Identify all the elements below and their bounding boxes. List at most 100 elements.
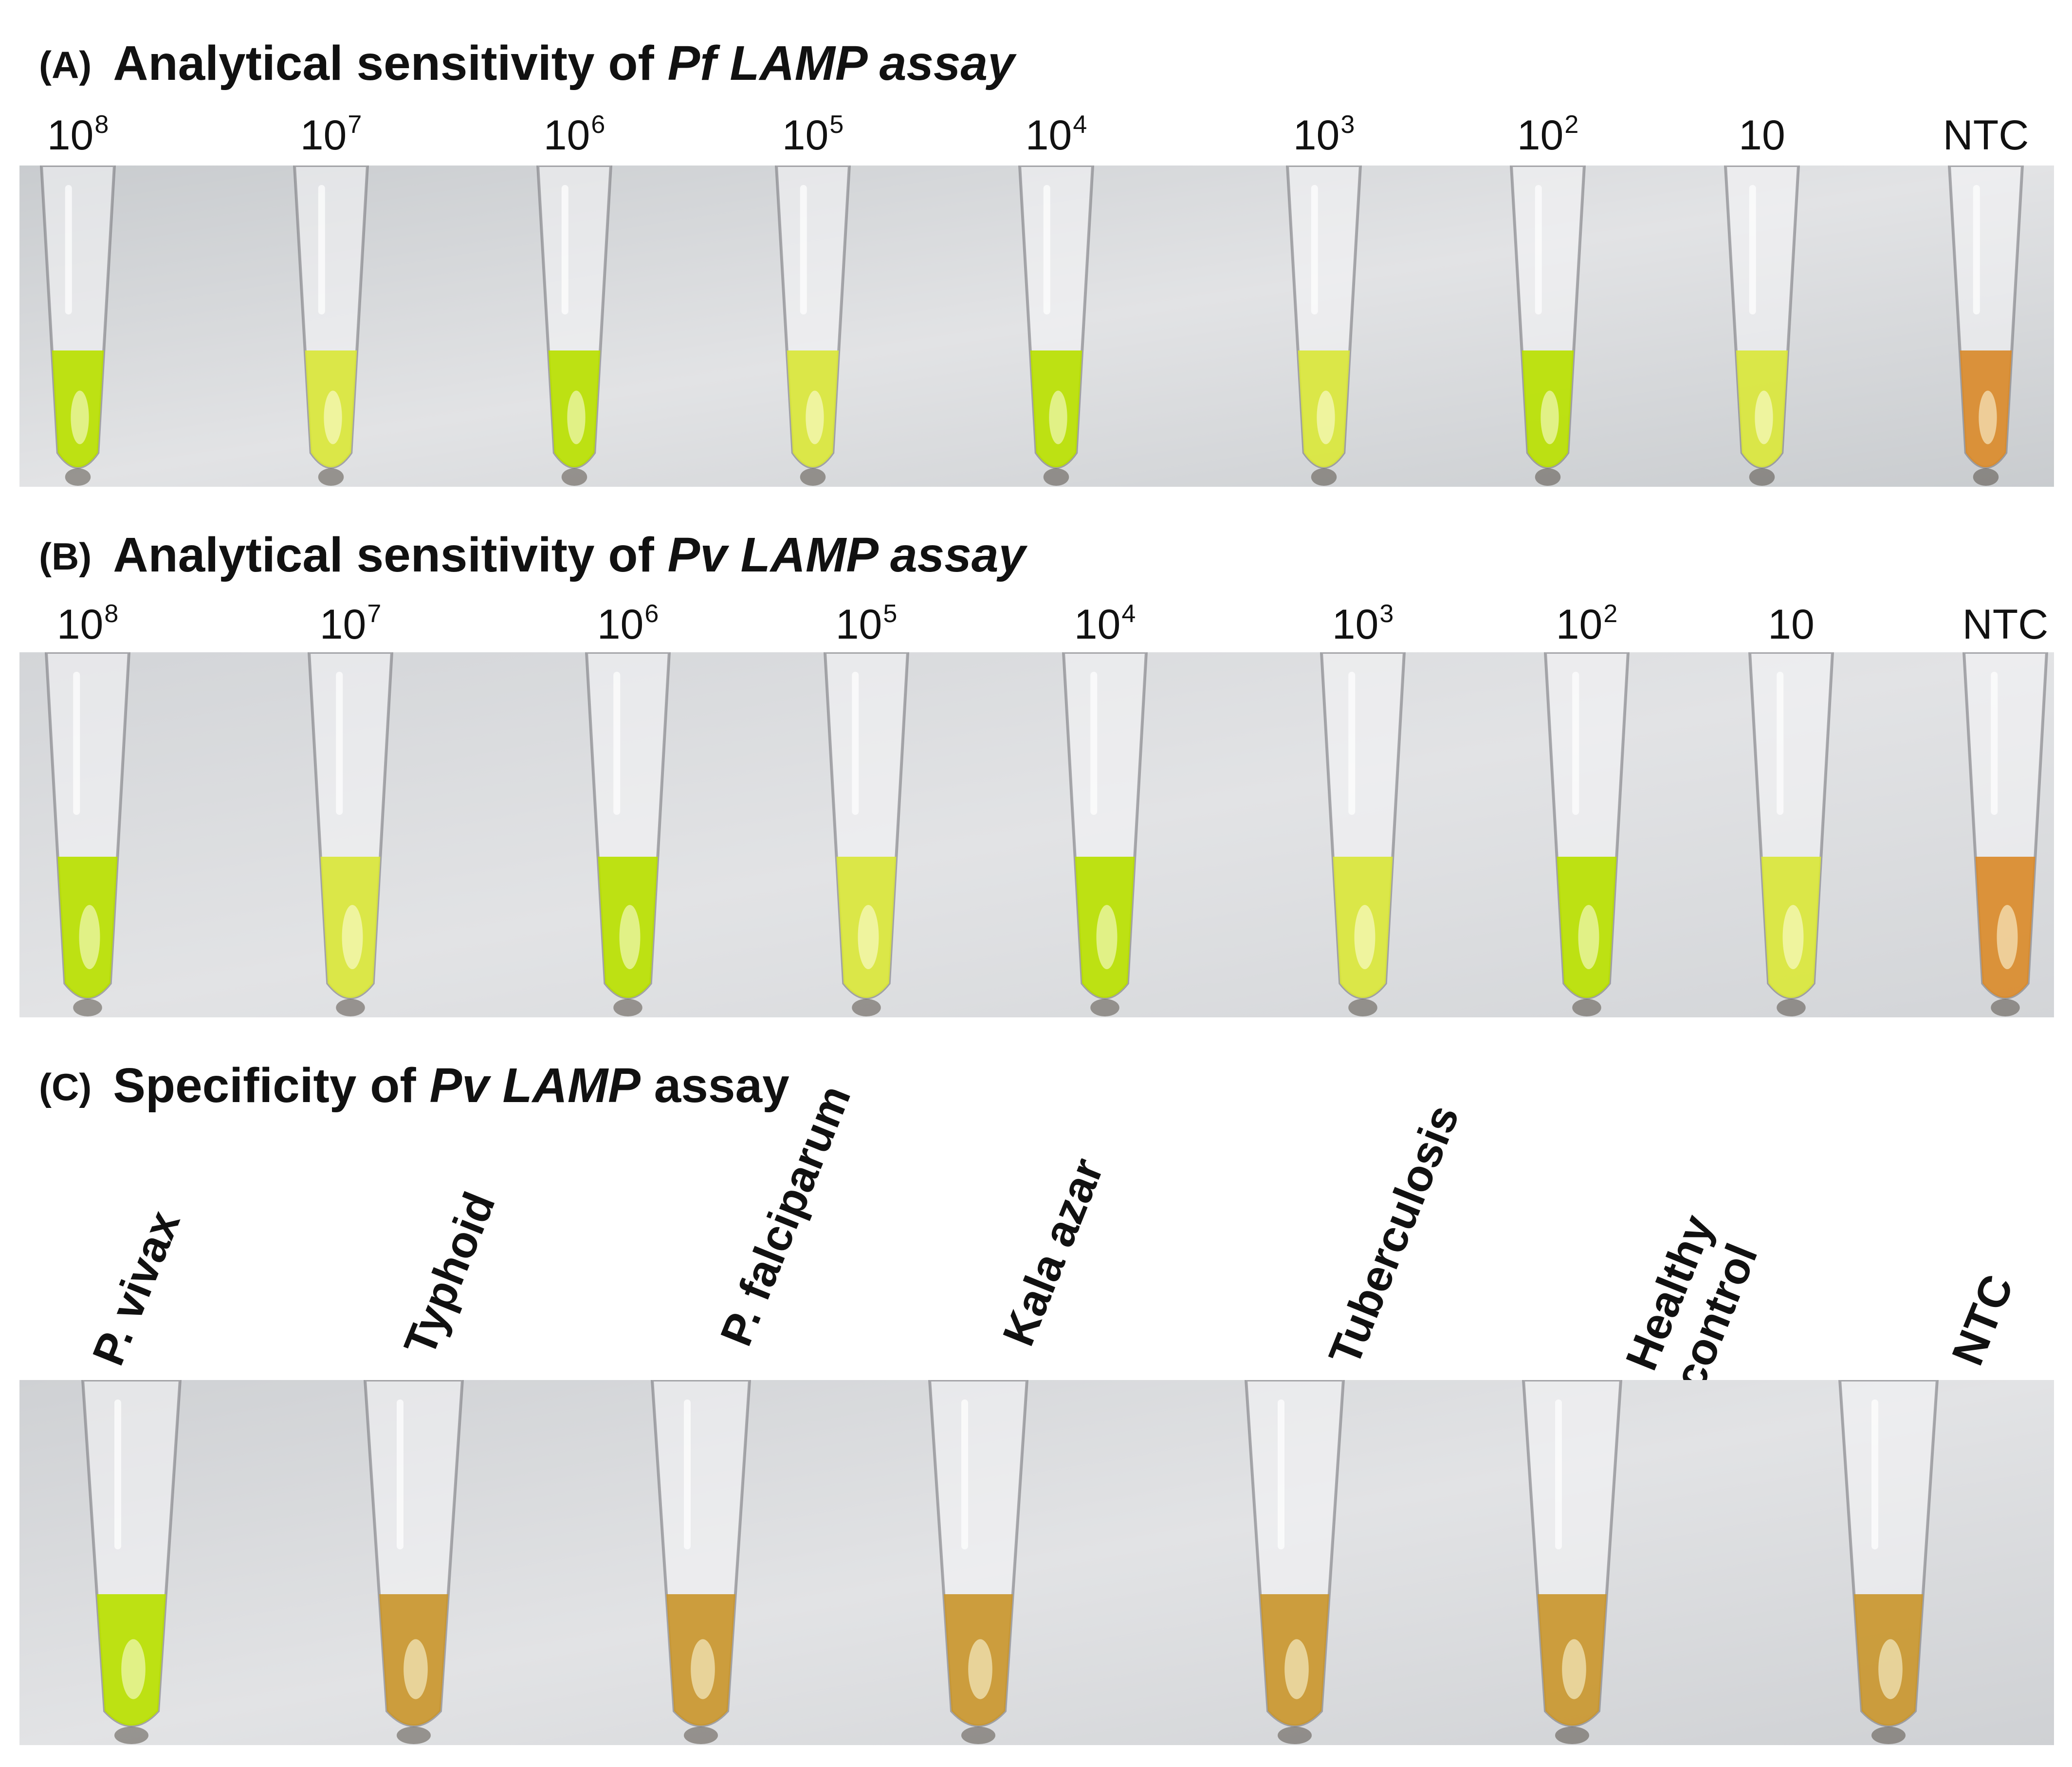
tube-9-negative — [1962, 652, 2049, 1016]
tube-5-positive — [1062, 652, 1148, 1016]
panel-b-tag: (B) — [39, 535, 92, 578]
tube-liquid-glare — [1049, 390, 1067, 444]
dilution-label-2: 107 — [320, 601, 382, 645]
tube-2-positive — [307, 652, 394, 1016]
dilution-exponent: 8 — [104, 600, 119, 628]
dilution-base: 10 — [782, 112, 829, 159]
dilution-label-9: NTC — [1962, 604, 2049, 645]
panel-c-title-italic: Pv LAMP — [429, 1058, 641, 1113]
tube-shadow — [613, 999, 642, 1016]
tube-1-positive — [44, 652, 131, 1016]
tube-highlight — [318, 185, 325, 314]
tube-highlight — [1871, 1399, 1878, 1549]
tube-7-positive — [1509, 166, 1586, 486]
dilution-base: 10 — [1768, 601, 1815, 648]
dilution-label-7: 102 — [1556, 601, 1618, 645]
tube-highlight — [852, 672, 859, 815]
panel-a-tube-svg — [19, 166, 2054, 487]
sample-label-line: NTC — [1942, 1268, 2023, 1372]
tube-liquid-glare — [1755, 390, 1773, 444]
dilution-exponent: 2 — [1564, 110, 1579, 139]
tube-highlight — [397, 1399, 403, 1549]
tube-highlight — [1777, 672, 1784, 815]
dilution-exponent: 6 — [591, 110, 605, 139]
dilution-label-8: 10 — [1768, 604, 1815, 645]
tube-3-negative — [650, 1380, 752, 1744]
tube-1-positive — [81, 1380, 182, 1744]
tube-2-positive — [293, 166, 369, 486]
sample-label-line: P. falciparum — [711, 1078, 861, 1353]
tube-shadow — [65, 468, 91, 486]
tube-liquid-glare — [1540, 390, 1559, 444]
tube-liquid-glare — [403, 1639, 428, 1699]
tube-shadow — [1348, 999, 1377, 1016]
tube-liquid-glare — [1997, 905, 2018, 969]
tube-7-negative — [1838, 1380, 1939, 1744]
dilution-label-1: 108 — [47, 112, 109, 159]
tube-shadow — [1749, 468, 1775, 486]
tube-liquid-glare — [342, 905, 363, 969]
tube-shadow — [1555, 1727, 1589, 1744]
tube-highlight — [1572, 672, 1579, 815]
tube-highlight — [114, 1399, 121, 1549]
tube-7-positive — [1543, 652, 1630, 1016]
tube-4-negative — [928, 1380, 1029, 1744]
panel-c-title-prefix: Specificity of — [113, 1058, 430, 1113]
tube-9-negative — [1947, 166, 2024, 486]
tube-highlight — [684, 1399, 691, 1549]
dilution-base: 10 — [1739, 112, 1785, 159]
dilution-base: 10 — [56, 601, 104, 648]
tube-shadow — [73, 999, 102, 1016]
sample-label-line: Kala azar — [993, 1151, 1113, 1353]
panel-c-tube-photo — [19, 1380, 2054, 1745]
dilution-exponent: 5 — [883, 600, 898, 628]
tube-liquid-glare — [121, 1639, 146, 1699]
dilution-label-1: 108 — [56, 601, 119, 648]
tube-liquid-glare — [1317, 390, 1335, 444]
dilution-label-6: 103 — [1293, 112, 1355, 159]
tube-highlight — [65, 185, 72, 314]
tube-liquid-glare — [567, 390, 586, 444]
tube-liquid-glare — [1578, 905, 1599, 969]
tube-shadow — [1871, 1727, 1906, 1744]
tube-shadow — [336, 999, 365, 1016]
tube-liquid-glare — [79, 905, 100, 969]
tube-liquid-glare — [1096, 905, 1118, 969]
dilution-base: 10 — [1025, 112, 1072, 159]
dilution-base: 10 — [1293, 112, 1340, 159]
tube-5-negative — [1244, 1380, 1345, 1744]
dilution-base: 10 — [47, 112, 94, 159]
tube-1-positive — [39, 166, 116, 486]
tube-8-positive — [1748, 652, 1834, 1016]
dilution-label-4: 105 — [782, 112, 844, 159]
tube-liquid-glare — [1878, 1639, 1903, 1699]
tube-6-positive — [1285, 166, 1362, 486]
dilution-label-7: 102 — [1517, 112, 1579, 156]
dilution-label-3: 106 — [597, 601, 659, 645]
dilution-base: 10 — [300, 112, 347, 159]
tube-shadow — [1311, 468, 1337, 486]
tube-highlight — [1278, 1399, 1284, 1549]
dilution-exponent: 7 — [367, 600, 382, 628]
tube-3-positive — [536, 166, 613, 486]
dilution-base: 10 — [1332, 601, 1379, 648]
tube-shadow — [1043, 468, 1069, 486]
tube-highlight — [1749, 185, 1756, 314]
tube-highlight — [1535, 185, 1542, 314]
sample-label-6: Healthy control — [1616, 1208, 1772, 1397]
tube-shadow — [1572, 999, 1601, 1016]
panel-c-title: Specificity of Pv LAMP assay — [113, 1058, 789, 1113]
tube-shadow — [852, 999, 881, 1016]
tube-liquid-glare — [619, 905, 641, 969]
sample-label-line: Typhoid — [394, 1185, 505, 1362]
tube-2-negative — [363, 1380, 464, 1744]
dilution-exponent: 3 — [1379, 600, 1394, 628]
dilution-label-3: 106 — [544, 112, 605, 156]
tube-liquid-glare — [1562, 1639, 1586, 1699]
tube-highlight — [1555, 1399, 1562, 1549]
tube-liquid-glare — [324, 390, 342, 444]
dilution-label-5: 104 — [1074, 601, 1136, 645]
tube-5-positive — [1018, 166, 1095, 486]
dilution-exponent: 8 — [94, 110, 109, 139]
panel-b-title-italic: Pv LAMP assay — [667, 528, 1026, 582]
